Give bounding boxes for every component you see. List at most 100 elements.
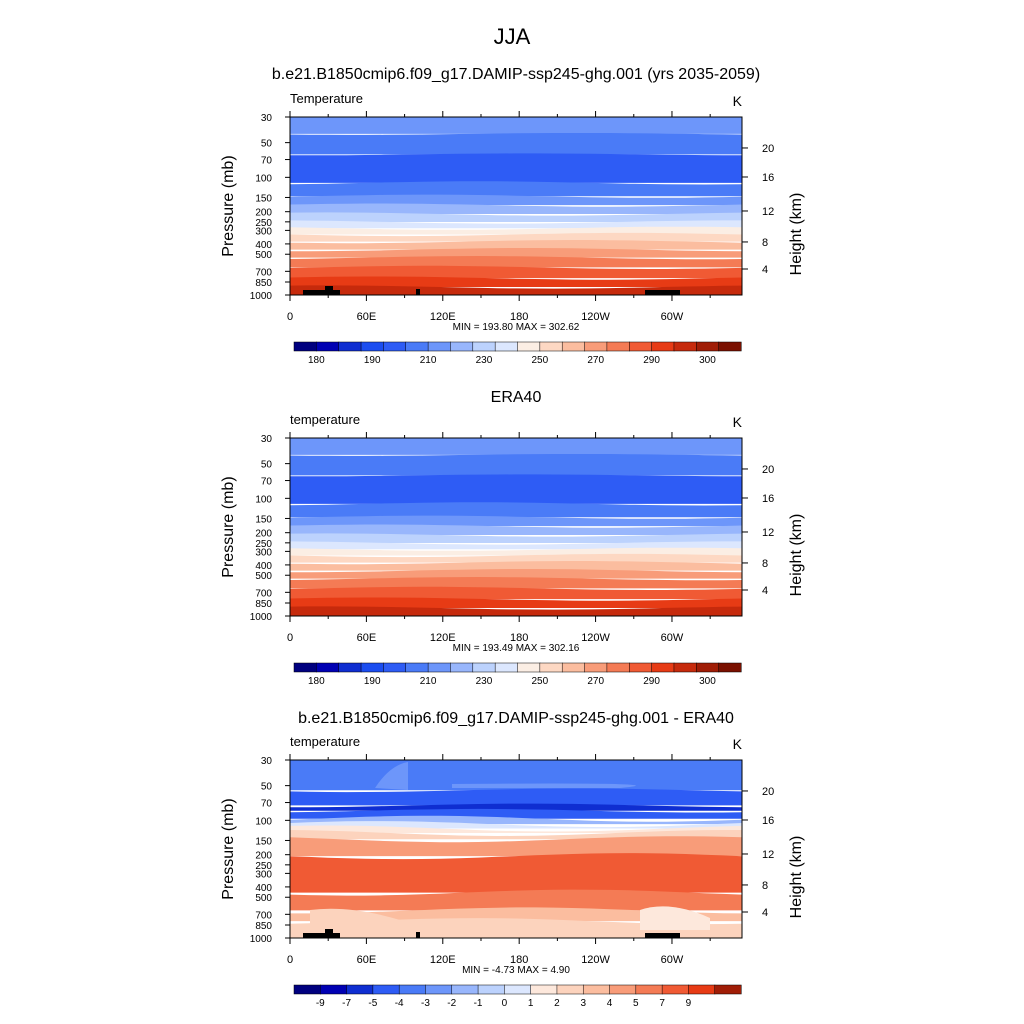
colorbar-swatch <box>539 341 563 352</box>
contour-band <box>290 117 742 134</box>
colorbar-swatch <box>606 662 630 673</box>
colorbar-swatch <box>398 984 427 995</box>
panel-1: b.e21.B1850cmip6.f09_g17.DAMIP-ssp245-gh… <box>220 66 805 366</box>
plot-frame <box>289 116 743 296</box>
y-tick-label: 50 <box>261 460 273 471</box>
y-right-tick-label: 12 <box>762 527 774 539</box>
x-tick-label: 180 <box>510 632 528 644</box>
colorbar-swatch <box>714 984 742 995</box>
colorbar-swatch <box>530 984 558 995</box>
contour-band <box>290 918 742 938</box>
colorbar-swatch <box>338 341 362 352</box>
y-tick-label: 50 <box>261 782 273 793</box>
colorbar-swatch <box>494 662 519 673</box>
y-right-tick-label: 8 <box>762 237 768 249</box>
contour-band <box>290 547 742 556</box>
y-right-axis-title: Height (km) <box>788 193 805 276</box>
y-tick-label: 400 <box>255 240 272 251</box>
x-tick-label: 0 <box>287 311 293 323</box>
x-tick-label: 120W <box>581 632 610 644</box>
y-tick-label: 500 <box>255 250 272 261</box>
colorbar-swatch <box>673 662 697 673</box>
colorbar-swatch <box>293 984 321 995</box>
y-tick-label: 100 <box>255 816 272 827</box>
contour-band <box>290 836 742 857</box>
contour-band <box>290 502 742 518</box>
contour-band <box>290 240 742 250</box>
y-tick-label: 850 <box>255 921 272 932</box>
y-tick-label: 50 <box>261 139 273 150</box>
contour-band <box>290 181 742 197</box>
colorbar-label: 180 <box>308 355 325 366</box>
colorbar-swatch <box>504 984 532 995</box>
y-tick-label: 200 <box>255 851 272 862</box>
contour-band <box>290 276 742 287</box>
y-tick-label: 400 <box>255 883 272 894</box>
colorbar-swatch <box>696 662 720 673</box>
y-tick-label: 850 <box>255 278 272 289</box>
colorbar-swatch <box>584 341 608 352</box>
colorbar-label: 230 <box>476 676 493 687</box>
contour-band <box>290 256 742 268</box>
colorbar-swatch <box>346 984 374 995</box>
topography-mask <box>416 932 420 938</box>
colorbar-swatch <box>427 341 452 352</box>
y-tick-label: 700 <box>255 267 272 278</box>
topography-mask <box>416 289 420 295</box>
y-tick-label: 200 <box>255 208 272 219</box>
contour-band <box>290 586 742 600</box>
colorbar-swatch <box>561 341 586 352</box>
panel-left-label: temperature <box>290 734 360 749</box>
panel-units: K <box>733 93 743 109</box>
x-tick-label: 120W <box>581 311 610 323</box>
y-right-tick-label: 4 <box>762 585 768 597</box>
contour-band <box>290 533 742 544</box>
colorbar-swatch <box>316 662 340 673</box>
contour-band <box>290 133 742 155</box>
y-tick-label: 1000 <box>250 612 273 623</box>
contour-band <box>310 908 400 930</box>
contour-band <box>290 226 742 235</box>
colorbar-swatch <box>673 341 697 352</box>
contour-band <box>290 907 742 922</box>
colorbar-label: 210 <box>420 355 437 366</box>
colorbar-label: -3 <box>421 998 430 1009</box>
colorbar: 180 190 210 230 250 270 290 300 <box>293 662 742 687</box>
colorbar-swatch <box>338 662 362 673</box>
y-right-tick-label: 16 <box>762 172 774 184</box>
contour-band <box>290 853 742 893</box>
contour-band <box>290 474 742 504</box>
y-tick-label: 150 <box>255 193 272 204</box>
colorbar-label: 290 <box>643 355 660 366</box>
contour-band <box>290 212 742 223</box>
colorbar-label: -2 <box>447 998 456 1009</box>
y-tick-label: 200 <box>255 529 272 540</box>
panel-title: b.e21.B1850cmip6.f09_g17.DAMIP-ssp245-gh… <box>272 66 760 83</box>
contour-field <box>290 117 742 295</box>
contour-band <box>290 153 742 183</box>
y-tick-label: 250 <box>255 861 272 872</box>
contour-band <box>290 220 742 229</box>
topography-mask <box>645 933 680 938</box>
colorbar-swatch <box>450 341 474 352</box>
topography-mask <box>303 933 340 938</box>
x-tick-label: 120E <box>430 311 456 323</box>
y-tick-label: 30 <box>261 756 273 767</box>
x-tick-label: 0 <box>287 632 293 644</box>
contour-band <box>452 783 636 788</box>
colorbar-swatch <box>696 341 720 352</box>
contour-band <box>290 553 742 563</box>
colorbar: -9 -7 -5 -4 -3 -2 -1 0 1 2 3 4 5 7 9 <box>293 984 742 1009</box>
y-right-tick-label: 20 <box>762 464 774 476</box>
colorbar-label: 250 <box>532 676 549 687</box>
y-tick-label: 700 <box>255 588 272 599</box>
colorbar-label: -7 <box>342 998 351 1009</box>
y-tick-label: 250 <box>255 539 272 550</box>
y-tick-label: 700 <box>255 910 272 921</box>
y-tick-label: 300 <box>255 547 272 558</box>
panel-left-label: Temperature <box>290 91 363 106</box>
contour-band <box>290 825 742 833</box>
x-tick-label: 120E <box>430 954 456 966</box>
y-right-tick-label: 12 <box>762 849 774 861</box>
colorbar-label: 4 <box>607 998 613 1009</box>
